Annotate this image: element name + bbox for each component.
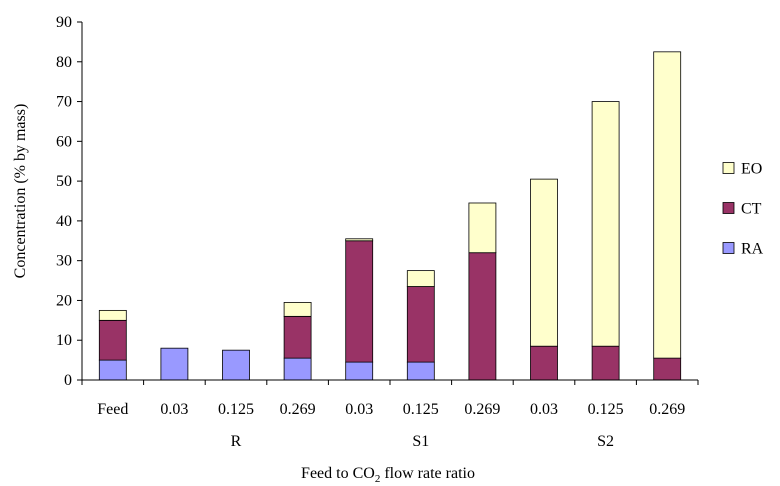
bar-ct-3: [283, 315, 312, 359]
bar-ct-8: [591, 345, 620, 381]
y-tick-label-50: 50: [56, 173, 72, 190]
bar-ct-7: [530, 345, 558, 381]
y-axis-title: Concentration (% by mass): [12, 104, 29, 279]
y-tick-label-30: 30: [56, 253, 72, 270]
x-tick-label-6: 0.269: [464, 401, 500, 418]
x-tick-label-0: Feed: [97, 401, 128, 418]
y-ticks: 0 10 20 30 40 50 60 70 80 90: [56, 14, 82, 389]
legend-label-eo: EO: [741, 161, 762, 178]
bar-ra-5: [406, 361, 435, 381]
x-tick-label-8: 0.125: [588, 401, 624, 418]
bar-eo-0: [98, 309, 127, 321]
x-tick-label-4: 0.03: [345, 401, 373, 418]
bar-ra-3: [283, 357, 312, 381]
bar-eo-4: [345, 238, 374, 242]
x-ticks: Feed 0.03 0.125 0.269 0.03 0.125 0.269 0.03 0.12…: [81, 380, 699, 418]
legend-swatch-ct: [722, 202, 735, 214]
legend-swatch-eo: [722, 162, 735, 174]
bar-ct-9: [653, 357, 682, 381]
bar-ct-0: [98, 319, 127, 361]
bar-eo-3: [283, 302, 312, 317]
bar-ct-4: [345, 240, 374, 363]
y-tick-label-0: 0: [64, 372, 72, 389]
bar-eo-7: [530, 178, 558, 347]
bar-ra-2: [222, 349, 250, 381]
bar-ct-6: [468, 252, 497, 381]
group-label-r: R: [231, 433, 242, 450]
y-tick-label-70: 70: [56, 94, 72, 111]
bar-eo-6: [468, 202, 497, 254]
legend-label-ra: RA: [741, 241, 764, 258]
bar-ra-4: [345, 361, 374, 381]
x-axis-title: Feed to CO2 flow rate ratio: [301, 465, 475, 485]
bar-eo-8: [591, 101, 620, 347]
x-tick-label-2: 0.125: [218, 401, 254, 418]
bar-eo-9: [653, 51, 682, 359]
bars-layer: [98, 51, 682, 381]
legend: EO CT RA: [722, 161, 764, 258]
x-tick-label-3: 0.269: [280, 401, 316, 418]
bar-ct-5: [406, 286, 435, 363]
group-label-s2: S2: [597, 433, 614, 450]
legend-label-ct: CT: [741, 201, 762, 218]
group-labels: R S1 S2: [231, 433, 614, 450]
group-label-s1: S1: [412, 433, 429, 450]
y-tick-label-20: 20: [56, 292, 72, 309]
x-tick-label-1: 0.03: [160, 401, 188, 418]
x-tick-label-5: 0.125: [403, 401, 439, 418]
y-tick-label-10: 10: [56, 332, 72, 349]
x-tick-label-9: 0.269: [649, 401, 685, 418]
bar-ra-0: [98, 359, 127, 381]
bar-ra-1: [160, 347, 189, 381]
x-tick-label-7: 0.03: [530, 401, 558, 418]
bar-eo-5: [406, 270, 435, 287]
y-tick-label-60: 60: [56, 133, 72, 150]
y-tick-label-80: 80: [56, 54, 72, 71]
y-tick-label-40: 40: [56, 213, 72, 230]
legend-swatch-ra: [722, 242, 735, 254]
y-tick-label-90: 90: [56, 14, 72, 31]
